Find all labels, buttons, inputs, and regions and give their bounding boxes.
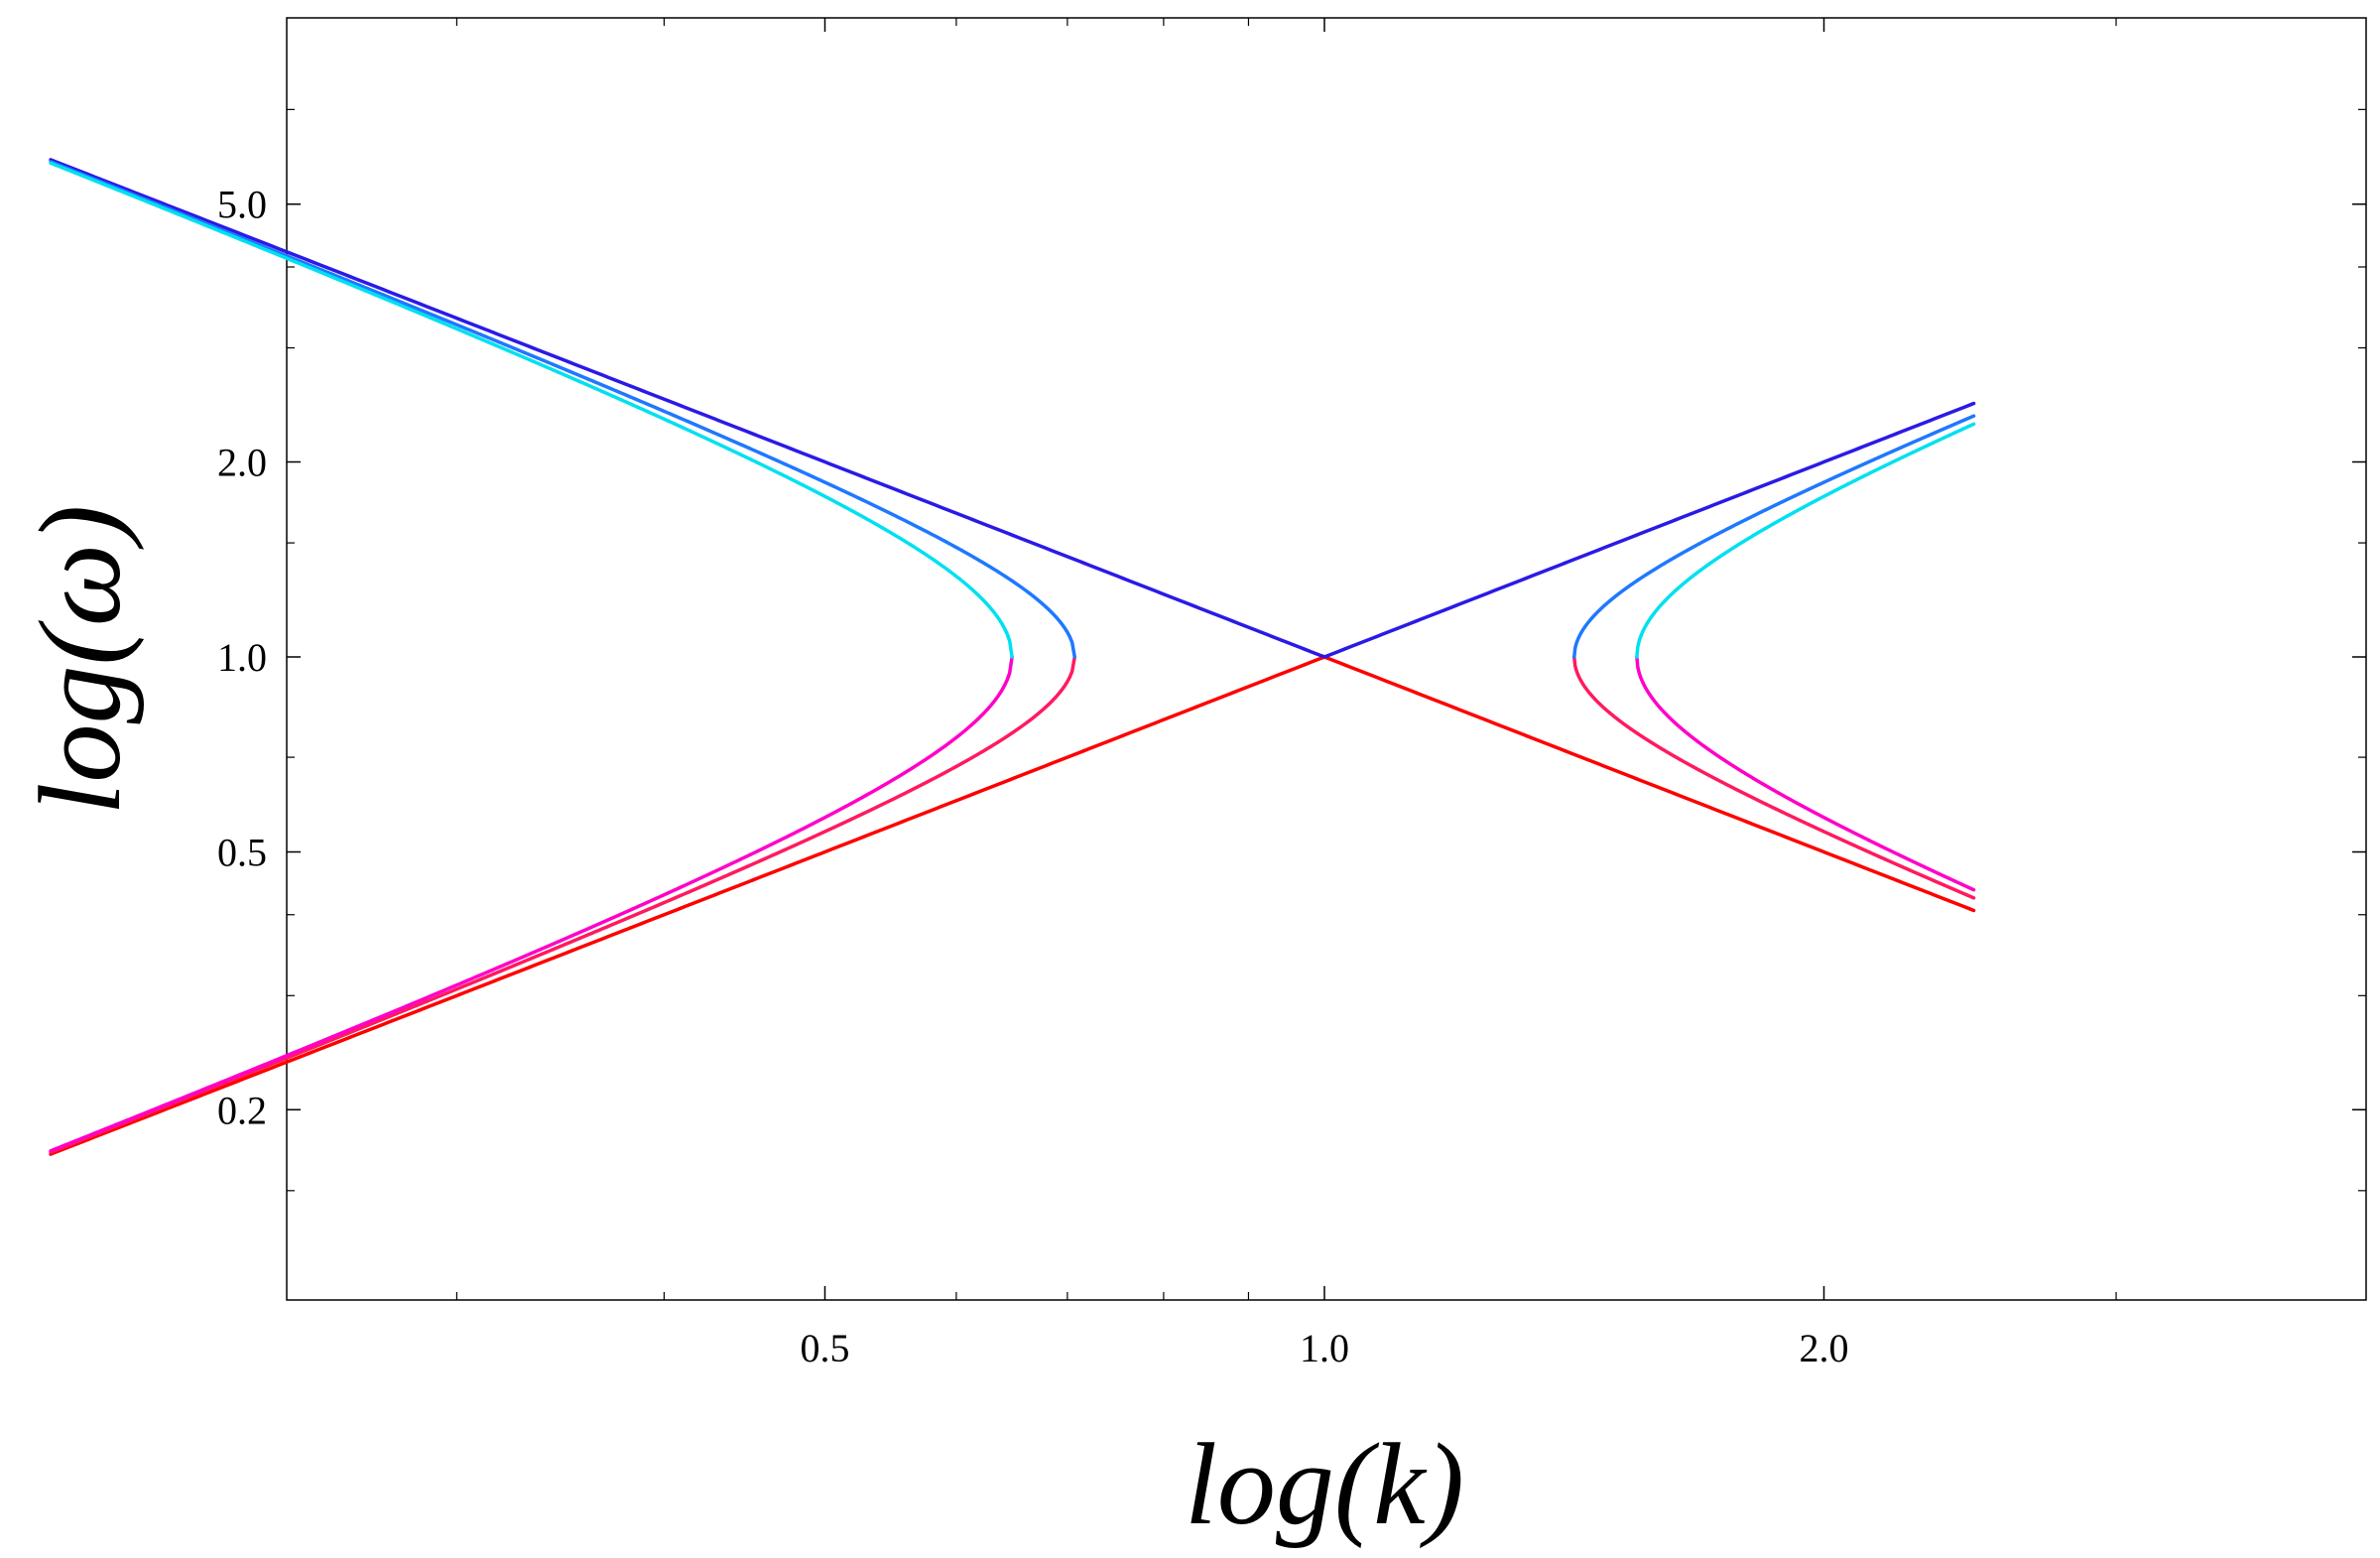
x-tick-label-0: 0.5 [801, 1326, 850, 1370]
series-line-upper-left-2 [51, 163, 1012, 657]
series-line-lower-left-2 [51, 657, 1012, 1151]
x-tick-label-2: 2.0 [1800, 1326, 1849, 1370]
y-axis-title: log(ω) [15, 505, 145, 816]
series-line-upper-left-1 [51, 162, 1074, 657]
y-tick-label-4: 5.0 [217, 183, 267, 227]
series-line-lower-right-2 [1637, 657, 1974, 890]
x-axis-title: log(k) [1185, 1419, 1464, 1549]
y-tick-label-2: 1.0 [217, 635, 267, 680]
series-line-upper-right-2 [1637, 424, 1974, 657]
x-tick-label-1: 1.0 [1300, 1326, 1349, 1370]
y-tick-label-1: 0.5 [217, 831, 267, 875]
ticks-group: 0.5 1.0 2.0 0.2 0.5 1.0 2.0 5.0 [217, 18, 2366, 1370]
y-tick-label-3: 2.0 [217, 441, 267, 485]
series-group [51, 160, 1973, 1154]
series-line-lower-left-1 [51, 657, 1074, 1152]
y-tick-label-0: 0.2 [217, 1088, 267, 1132]
